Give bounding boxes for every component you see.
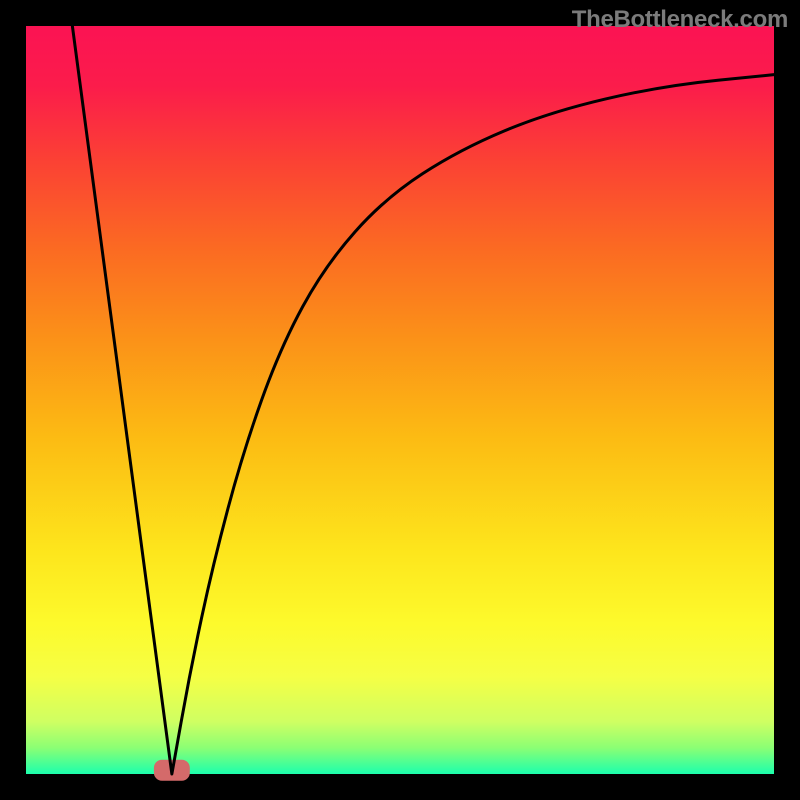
plot-background xyxy=(26,26,774,774)
bottleneck-chart: TheBottleneck.com xyxy=(0,0,800,800)
chart-svg xyxy=(0,0,800,800)
